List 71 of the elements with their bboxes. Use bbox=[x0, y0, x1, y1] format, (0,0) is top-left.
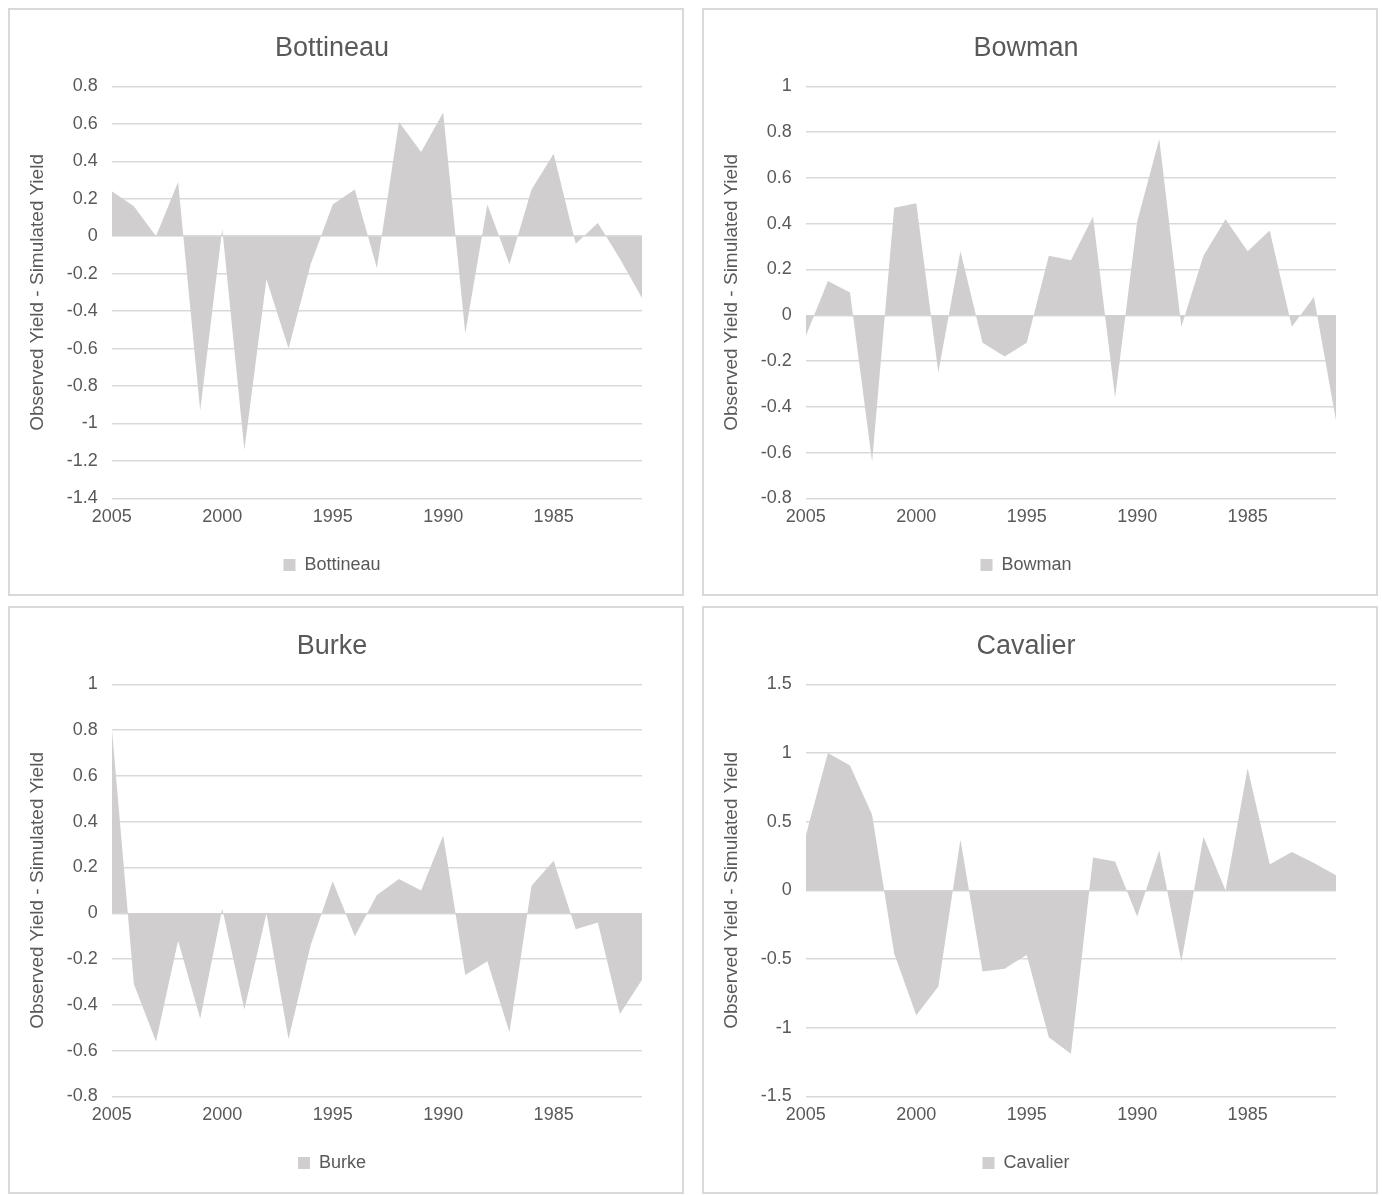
y-tick-label: -0.8 bbox=[66, 375, 98, 396]
x-tick-label: 2005 bbox=[785, 506, 826, 527]
y-tick-label: -0.8 bbox=[66, 1085, 98, 1106]
legend-label: Burke bbox=[318, 1151, 367, 1172]
y-tick-label: 0 bbox=[87, 225, 98, 246]
y-tick-label: 0.8 bbox=[72, 75, 98, 96]
y-tick-label: -0.8 bbox=[760, 487, 792, 508]
y-tick-label: 0.8 bbox=[766, 121, 792, 142]
chart-title: Burke bbox=[296, 629, 368, 660]
x-tick-label: 1990 bbox=[423, 506, 464, 527]
y-tick-label: -0.5 bbox=[760, 948, 792, 969]
x-tick-label: 1990 bbox=[1117, 506, 1158, 527]
legend-label: Cavalier bbox=[1003, 1151, 1070, 1172]
y-tick-label: 1.5 bbox=[766, 673, 792, 694]
y-tick-label: 0.4 bbox=[72, 150, 98, 171]
y-axis-title: Observed Yield - Simulated Yield bbox=[719, 752, 741, 1029]
y-tick-label: 0 bbox=[87, 902, 98, 923]
y-tick-label: 0.6 bbox=[72, 112, 98, 133]
x-tick-label: 1995 bbox=[1006, 506, 1047, 527]
y-tick-label: 1 bbox=[87, 673, 98, 694]
y-tick-label: -1.5 bbox=[760, 1085, 792, 1106]
x-tick-label: 1995 bbox=[1006, 1104, 1047, 1125]
x-tick-label: 2000 bbox=[896, 1104, 937, 1125]
y-tick-label: -1 bbox=[775, 1016, 792, 1037]
x-tick-label: 1985 bbox=[533, 1104, 574, 1125]
y-tick-label: -0.2 bbox=[760, 350, 792, 371]
x-tick-label: 1990 bbox=[1117, 1104, 1158, 1125]
x-tick-label: 2000 bbox=[202, 1104, 243, 1125]
y-tick-label: -0.4 bbox=[66, 300, 98, 321]
y-tick-label: -0.4 bbox=[760, 395, 792, 416]
y-tick-label: 0.2 bbox=[72, 856, 98, 877]
y-tick-label: 1 bbox=[781, 742, 792, 763]
legend-label: Bowman bbox=[1001, 553, 1072, 574]
y-tick-label: 0.6 bbox=[766, 166, 792, 187]
y-axis-title: Observed Yield - Simulated Yield bbox=[719, 154, 741, 431]
y-tick-label: -0.6 bbox=[760, 441, 792, 462]
x-tick-label: 2000 bbox=[202, 506, 243, 527]
x-tick-label: 2005 bbox=[785, 1104, 826, 1125]
chart-title: Bowman bbox=[973, 31, 1079, 62]
legend-label: Bottineau bbox=[304, 553, 381, 574]
y-tick-label: -1 bbox=[81, 412, 98, 433]
x-tick-label: 1995 bbox=[312, 1104, 353, 1125]
x-tick-label: 1990 bbox=[423, 1104, 464, 1125]
y-tick-label: 0.4 bbox=[72, 810, 98, 831]
y-axis-title: Observed Yield - Simulated Yield bbox=[25, 752, 47, 1029]
y-tick-label: 0.2 bbox=[766, 258, 792, 279]
y-tick-label: 0.4 bbox=[766, 212, 792, 233]
x-tick-label: 1985 bbox=[1227, 506, 1268, 527]
y-tick-label: 0 bbox=[781, 304, 792, 325]
y-tick-label: -1.4 bbox=[66, 487, 98, 508]
x-tick-label: 1985 bbox=[1227, 1104, 1268, 1125]
y-tick-label: -0.6 bbox=[66, 337, 98, 358]
y-axis-title: Observed Yield - Simulated Yield bbox=[25, 154, 47, 431]
y-tick-label: -0.4 bbox=[66, 993, 98, 1014]
x-tick-label: 2005 bbox=[91, 1104, 132, 1125]
x-tick-label: 1985 bbox=[533, 506, 574, 527]
x-tick-label: 2005 bbox=[91, 506, 132, 527]
y-tick-label: -0.2 bbox=[66, 948, 98, 969]
y-tick-label: 1 bbox=[781, 75, 792, 96]
x-tick-label: 1995 bbox=[312, 506, 353, 527]
y-tick-label: -0.2 bbox=[66, 262, 98, 283]
y-tick-label: 0.6 bbox=[72, 764, 98, 785]
y-tick-label: -1.2 bbox=[66, 449, 98, 470]
y-tick-label: -0.6 bbox=[66, 1039, 98, 1060]
y-tick-label: 0 bbox=[781, 879, 792, 900]
x-tick-label: 2000 bbox=[896, 506, 937, 527]
y-tick-label: 0.2 bbox=[72, 187, 98, 208]
chart-title: Bottineau bbox=[274, 31, 390, 62]
y-tick-label: 0.5 bbox=[766, 810, 792, 831]
y-tick-label: 0.8 bbox=[72, 719, 98, 740]
chart-title: Cavalier bbox=[976, 629, 1076, 660]
